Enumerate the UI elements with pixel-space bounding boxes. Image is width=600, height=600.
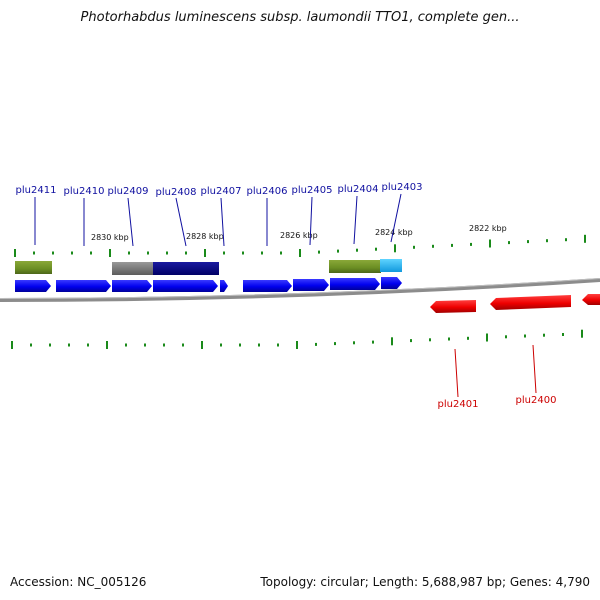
domain-bar-gray[interactable]	[112, 262, 154, 275]
gene-label-forward[interactable]: plu2404	[338, 184, 379, 195]
scale-label: 2828 kbp	[186, 232, 224, 241]
gene-label-group[interactable]: plu2406	[247, 186, 288, 246]
gene-label-group[interactable]: plu2400	[516, 344, 557, 406]
gene-label-forward[interactable]: plu2411	[16, 185, 57, 196]
scale-label: 2830 kbp	[91, 233, 129, 242]
domain-bar-navy[interactable]	[153, 262, 219, 275]
gene-arrow-forward[interactable]	[220, 280, 228, 292]
gene-label-forward[interactable]: plu2407	[201, 186, 242, 197]
gene-label-reverse[interactable]: plu2400	[516, 395, 557, 406]
gene-arrow-forward[interactable]	[15, 280, 51, 292]
domain-bar-green[interactable]	[15, 261, 52, 274]
gene-label-forward[interactable]: plu2403	[382, 182, 423, 193]
gene-label-forward[interactable]: plu2408	[156, 187, 197, 198]
genome-summary-text: Topology: circular; Length: 5,688,987 bp…	[260, 575, 590, 589]
genome-backbone-highlight	[0, 278, 600, 299]
gene-arrow-forward[interactable]	[293, 279, 329, 291]
page-title: Photorhabdus luminescens subsp. laumondi…	[80, 10, 520, 25]
gene-arrow-reverse[interactable]	[582, 294, 600, 305]
gene-label-group[interactable]: plu2403	[382, 182, 423, 243]
gene-arrow-reverse[interactable]	[430, 300, 476, 313]
gene-arrow-forward[interactable]	[112, 280, 152, 292]
gene-label-group[interactable]: plu2411	[16, 185, 57, 245]
gene-arrow-forward[interactable]	[243, 280, 292, 292]
scale-label: 2822 kbp	[469, 224, 507, 233]
gene-label-group[interactable]: plu2407	[201, 186, 242, 247]
gene-label-group[interactable]: plu2401	[438, 348, 479, 410]
genome-backbone	[0, 278, 600, 302]
gene-arrow-forward[interactable]	[330, 278, 380, 290]
gene-label-forward[interactable]: plu2405	[292, 185, 333, 196]
gene-arrow-forward[interactable]	[56, 280, 111, 292]
gene-label-forward[interactable]: plu2406	[247, 186, 288, 197]
gene-label-forward[interactable]: plu2409	[108, 186, 149, 197]
gene-label-group[interactable]: plu2409	[108, 186, 149, 247]
gene-label-reverse[interactable]: plu2401	[438, 399, 479, 410]
scale-label: 2826 kbp	[280, 231, 318, 240]
scale-label: 2824 kbp	[375, 228, 413, 237]
gene-arrow-forward[interactable]	[153, 280, 218, 292]
domain-bar-cyan[interactable]	[380, 259, 402, 272]
gene-label-group[interactable]: plu2405	[292, 185, 333, 246]
gene-label-group[interactable]: plu2408	[156, 187, 197, 247]
scale-ticks-bottom	[11, 329, 583, 349]
gene-arrow-forward[interactable]	[381, 277, 402, 289]
gene-label-group[interactable]: plu2404	[338, 184, 379, 245]
domain-bar-green[interactable]	[329, 260, 381, 273]
gene-label-forward[interactable]: plu2410	[64, 186, 105, 197]
gene-label-group[interactable]: plu2410	[64, 186, 105, 246]
scale-ticks-top	[14, 234, 586, 257]
gene-arrow-reverse[interactable]	[490, 295, 571, 310]
accession-text: Accession: NC_005126	[10, 575, 147, 589]
